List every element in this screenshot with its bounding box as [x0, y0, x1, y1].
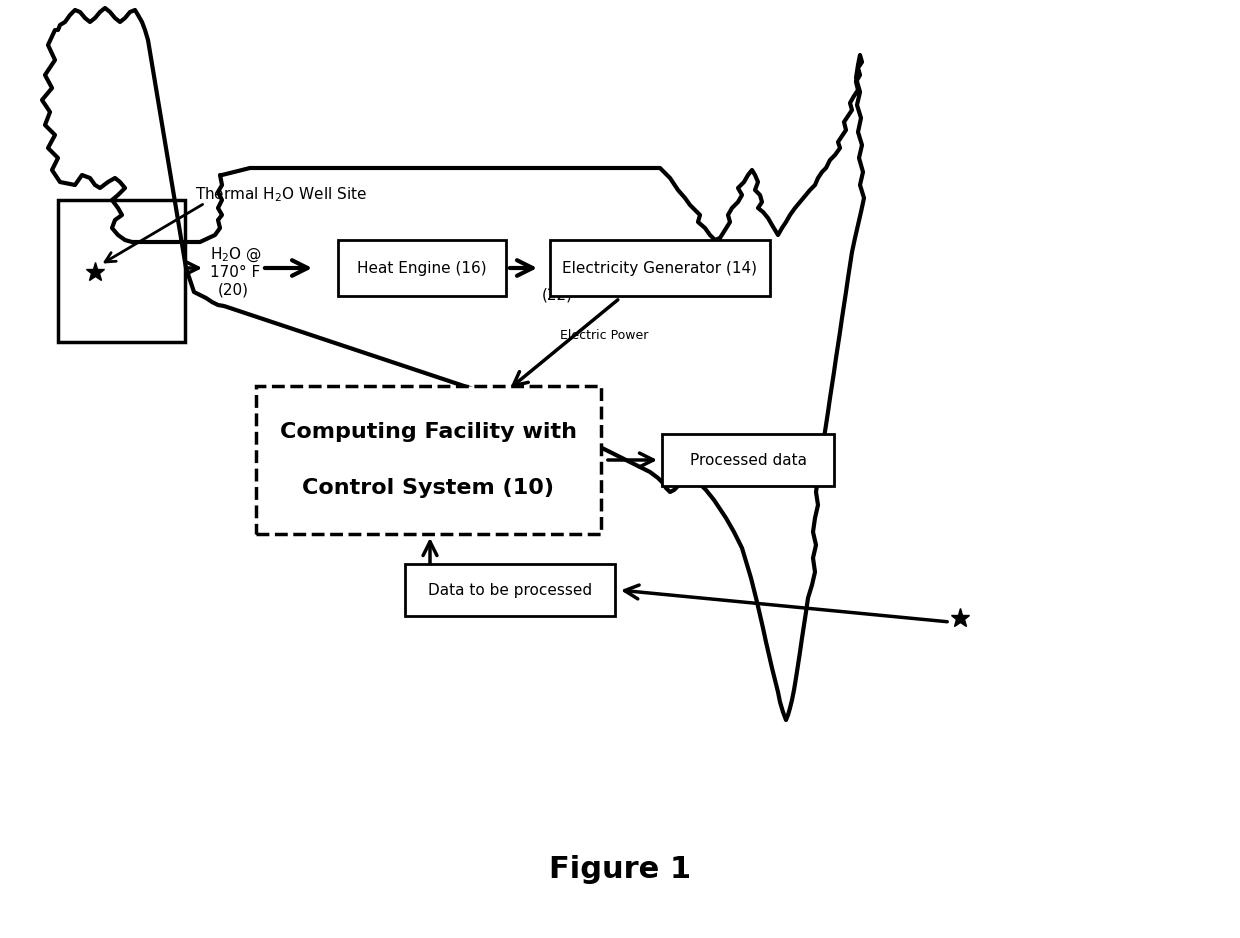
Text: Data to be processed: Data to be processed	[428, 582, 591, 598]
Bar	[405, 564, 615, 616]
Text: Thermal H$_2$O Well Site: Thermal H$_2$O Well Site	[195, 186, 367, 204]
Text: (20): (20)	[218, 282, 249, 297]
Text: Processed data: Processed data	[689, 452, 806, 467]
Text: Electric Power: Electric Power	[560, 328, 649, 341]
Bar	[339, 240, 506, 296]
Bar	[58, 200, 185, 342]
Bar	[551, 240, 770, 296]
Text: H$_2$O @: H$_2$O @	[210, 246, 262, 265]
Text: Electricity Generator (14): Electricity Generator (14)	[563, 261, 758, 276]
Text: Figure 1: Figure 1	[549, 855, 691, 885]
Bar	[255, 386, 601, 534]
Text: Computing Facility with: Computing Facility with	[279, 422, 577, 442]
Text: Heat Engine (16): Heat Engine (16)	[357, 261, 487, 276]
Text: (22): (22)	[542, 288, 573, 302]
Text: Control System (10): Control System (10)	[303, 478, 554, 498]
Bar	[662, 434, 835, 486]
Text: 170° F: 170° F	[210, 265, 260, 280]
